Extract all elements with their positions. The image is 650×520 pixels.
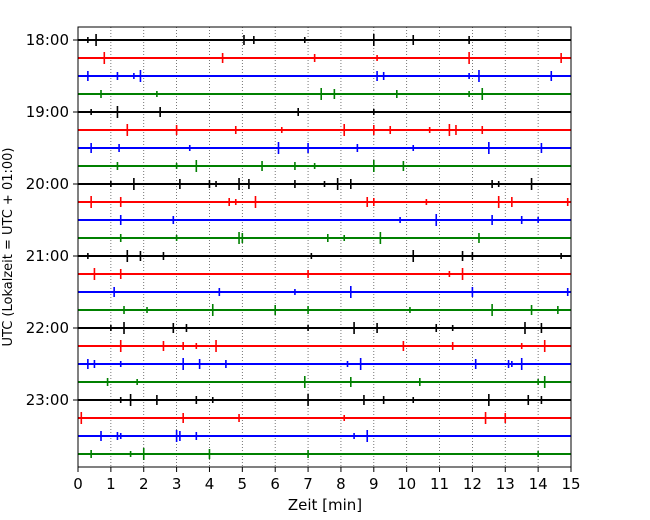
trace-lines: [78, 34, 571, 460]
x-tick-label: 1: [106, 475, 116, 493]
trace-2015: [78, 196, 571, 208]
x-tick-label: 4: [205, 475, 215, 493]
trace-1930: [78, 142, 571, 154]
x-tick-label: 14: [529, 475, 548, 493]
trace-2230: [78, 358, 571, 370]
x-tick-label: 10: [397, 475, 416, 493]
y-tick-label: 18:00: [26, 31, 69, 49]
x-tick-label: 12: [463, 475, 482, 493]
trace-2345: [78, 448, 571, 460]
x-tick-label: 13: [496, 475, 515, 493]
x-tick-label: 5: [238, 475, 248, 493]
trace-2315: [78, 412, 571, 424]
y-tick-label: 22:00: [26, 319, 69, 337]
trace-1915: [78, 124, 571, 136]
trace-1830: [78, 70, 571, 82]
trace-2245: [78, 376, 571, 388]
trace-1815: [78, 52, 571, 64]
x-tick-label: 2: [139, 475, 149, 493]
trace-2330: [78, 430, 571, 442]
plot-frame: [77, 26, 572, 468]
x-tick-label: 6: [270, 475, 280, 493]
trace-2100: [78, 250, 571, 262]
x-tick-label: 9: [369, 475, 379, 493]
trace-2145: [78, 304, 571, 316]
trace-2300: [78, 394, 571, 406]
x-tick-label: 7: [303, 475, 313, 493]
trace-1845: [78, 88, 571, 100]
y-tick-label: 20:00: [26, 175, 69, 193]
trace-2030: [78, 214, 571, 226]
trace-1900: [78, 106, 571, 118]
x-tick-label: 3: [172, 475, 182, 493]
trace-1945: [78, 160, 571, 172]
x-tick-label: 15: [561, 475, 580, 493]
x-tick-label: 8: [336, 475, 346, 493]
trace-2200: [78, 322, 571, 334]
trace-2045: [78, 232, 571, 244]
trace-2215: [78, 340, 571, 352]
trace-2000: [78, 178, 571, 190]
trace-2115: [78, 268, 571, 280]
x-tick-label: 11: [430, 475, 449, 493]
y-tick-label: 19:00: [26, 103, 69, 121]
y-axis-ticks: 18:00 19:00 20:00 21:00 22:00 23:00: [26, 31, 78, 409]
x-axis-ticks: 0 1 2 3 4 5 6 7 8 9 10 11 12 13 14 15: [73, 467, 581, 493]
trace-1800: [78, 34, 571, 46]
vertical-gridlines: [110, 27, 539, 467]
y-tick-label: 21:00: [26, 247, 69, 265]
y-axis-label: UTC (Lokalzeit = UTC + 01:00): [1, 148, 16, 347]
x-tick-label: 0: [73, 475, 83, 493]
trace-2130: [78, 286, 571, 298]
y-tick-label: 23:00: [26, 391, 69, 409]
x-axis-label: Zeit [min]: [288, 496, 362, 514]
